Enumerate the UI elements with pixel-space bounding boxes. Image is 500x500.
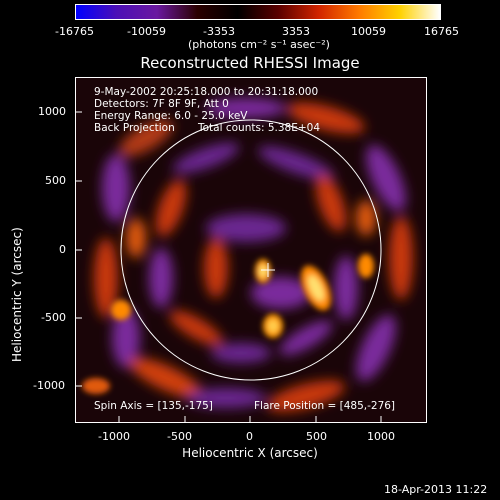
y-axis-label: Heliocentric Y (arcsec): [10, 227, 24, 362]
colorbar-tick: -3353: [203, 25, 235, 38]
solar-limb: [120, 119, 382, 381]
image-title: Reconstructed RHESSI Image: [140, 54, 360, 72]
observation-time: 9-May-2002 20:25:18.000 to 20:31:18.000: [94, 86, 319, 98]
rhessi-image: 9-May-2002 20:25:18.000 to 20:31:18.000 …: [75, 77, 427, 423]
flare-position-text: Flare Position = [485,-276]: [254, 400, 396, 412]
y-tick-label: 0: [59, 243, 66, 256]
colorbar-tick: -10059: [127, 25, 166, 38]
x-tick-label: 500: [306, 430, 327, 443]
detectors-info: Detectors: 7F 8F 9F, Att 0: [94, 98, 229, 110]
x-tick-label: -500: [167, 430, 192, 443]
colorbar-tick: -16765: [55, 25, 94, 38]
y-tick-label: -1000: [33, 379, 65, 392]
y-tick-label: -500: [41, 311, 66, 324]
total-counts: Total counts: 5.38E+04: [198, 122, 321, 134]
bright-sources: [82, 254, 374, 394]
colorbar-tick: 3353: [282, 25, 310, 38]
texture-layer: [94, 98, 413, 412]
spin-axis-text: Spin Axis = [135,-175]: [94, 400, 213, 412]
x-tick-label: -1000: [98, 430, 130, 443]
x-tick-label: 0: [246, 430, 253, 443]
colorbar-tick: 16765: [424, 25, 459, 38]
render-timestamp: 18-Apr-2013 11:22: [384, 483, 488, 496]
energy-range: Energy Range: 6.0 - 25.0 keV: [94, 110, 248, 122]
y-tick-label: 1000: [38, 105, 66, 118]
x-axis-label: Heliocentric X (arcsec): [182, 446, 318, 460]
x-tick-label: 1000: [367, 430, 395, 443]
image-canvas: [76, 78, 426, 422]
colorbar-tick: 10059: [351, 25, 386, 38]
colorbar-units: (photons cm⁻² s⁻¹ asec⁻²): [188, 38, 330, 51]
method-label: Back Projection: [94, 122, 175, 134]
colorbar: [75, 4, 441, 20]
y-tick-label: 500: [45, 174, 66, 187]
